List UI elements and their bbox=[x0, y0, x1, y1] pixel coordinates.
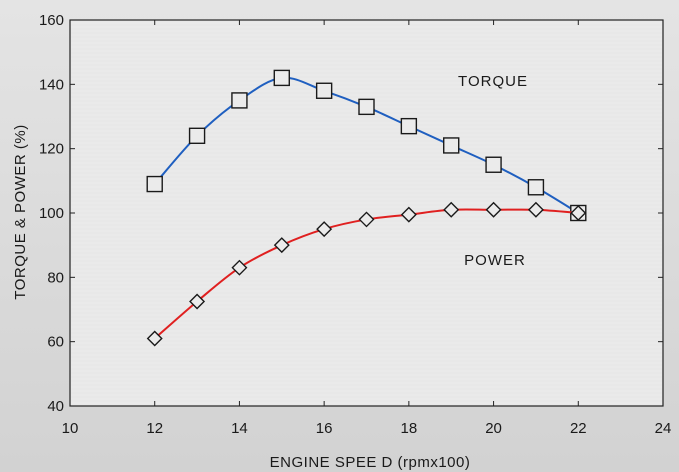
data-point-torque bbox=[443, 137, 460, 154]
y-tick-label: 120 bbox=[39, 141, 64, 158]
x-tick-label: 20 bbox=[485, 420, 502, 437]
series-label-power: POWER bbox=[464, 252, 526, 269]
x-tick-label: 10 bbox=[62, 420, 79, 437]
data-point-power bbox=[189, 293, 206, 310]
data-point-power bbox=[485, 201, 502, 218]
x-tick-label: 12 bbox=[146, 420, 163, 437]
x-tick-label: 24 bbox=[655, 420, 672, 437]
data-point-power bbox=[400, 206, 417, 223]
data-point-power bbox=[231, 259, 248, 276]
x-tick-label: 18 bbox=[401, 420, 418, 437]
data-point-torque bbox=[273, 69, 290, 87]
series-label-torque: TORQUE bbox=[458, 73, 528, 90]
y-tick-label: 140 bbox=[39, 76, 64, 93]
data-point-torque bbox=[358, 98, 375, 116]
data-point-torque bbox=[400, 117, 418, 135]
data-point-torque bbox=[188, 127, 206, 145]
data-point-torque bbox=[315, 82, 333, 99]
x-axis-label: ENGINE SPEE D (rpmx100) bbox=[270, 454, 471, 471]
x-tick-label: 22 bbox=[570, 420, 587, 437]
data-point-torque bbox=[231, 92, 248, 109]
y-tick-label: 60 bbox=[47, 334, 64, 351]
y-tick-label: 80 bbox=[47, 269, 64, 286]
y-tick-label: 100 bbox=[39, 205, 64, 222]
data-point-torque bbox=[527, 179, 545, 196]
data-point-torque bbox=[146, 175, 163, 193]
y-tick-label: 160 bbox=[39, 12, 64, 29]
data-point-power bbox=[273, 237, 290, 254]
axes: 10 12 14 16 18 20 22 24 40 60 80 100 120 140 160 bbox=[39, 12, 671, 437]
x-tick-label: 14 bbox=[231, 420, 248, 437]
data-point-power bbox=[358, 211, 375, 228]
data-point-power bbox=[570, 205, 587, 221]
y-tick-label: 40 bbox=[47, 398, 64, 415]
data-point-power bbox=[316, 221, 333, 238]
series-layer bbox=[146, 69, 587, 347]
data-point-power bbox=[146, 330, 163, 347]
data-point-power bbox=[443, 201, 460, 218]
y-axis-label: TORQUE & POWER (%) bbox=[12, 124, 29, 299]
x-tick-label: 16 bbox=[316, 420, 333, 437]
data-point-torque bbox=[485, 156, 502, 173]
data-point-power bbox=[527, 201, 544, 218]
